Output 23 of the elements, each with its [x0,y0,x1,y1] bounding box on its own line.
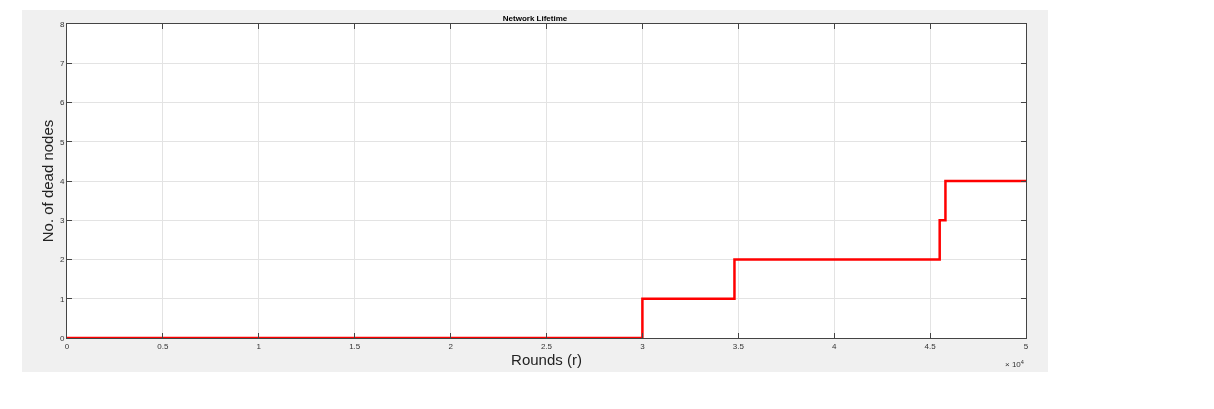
y-tick-label: 6 [59,98,65,108]
x-tick-label: 3.5 [732,341,745,351]
y-tick-label: 0 [59,333,65,343]
x-tick-label: 1.5 [349,341,361,351]
x-tick-label: 4.5 [924,341,937,351]
y-tick-label: 7 [59,59,65,69]
x-tick-label: 2.5 [540,341,553,351]
x-axis-title: Rounds (r) [511,350,582,368]
x-tick-label: 4 [831,341,837,351]
chart-title: Network Lifetime [502,14,568,24]
x-tick-label: 3 [640,341,646,351]
x-tick-label: 2 [448,341,454,351]
y-tick-label: 2 [59,255,65,265]
x-tick-label: 5 [1023,341,1029,351]
text: × 10$^{4}$ [1005,359,1024,370]
y-tick-label: 1 [59,294,65,304]
y-tick-label: 4 [59,176,65,186]
x-tick-label: 0.5 [157,341,170,351]
x-tick-label: 1 [256,341,262,351]
y-tick-label: 8 [59,19,65,29]
y-tick-label: 3 [59,216,65,226]
y-tick-label: 5 [59,137,65,147]
y-axis-title: No. of dead nodes [39,119,57,243]
